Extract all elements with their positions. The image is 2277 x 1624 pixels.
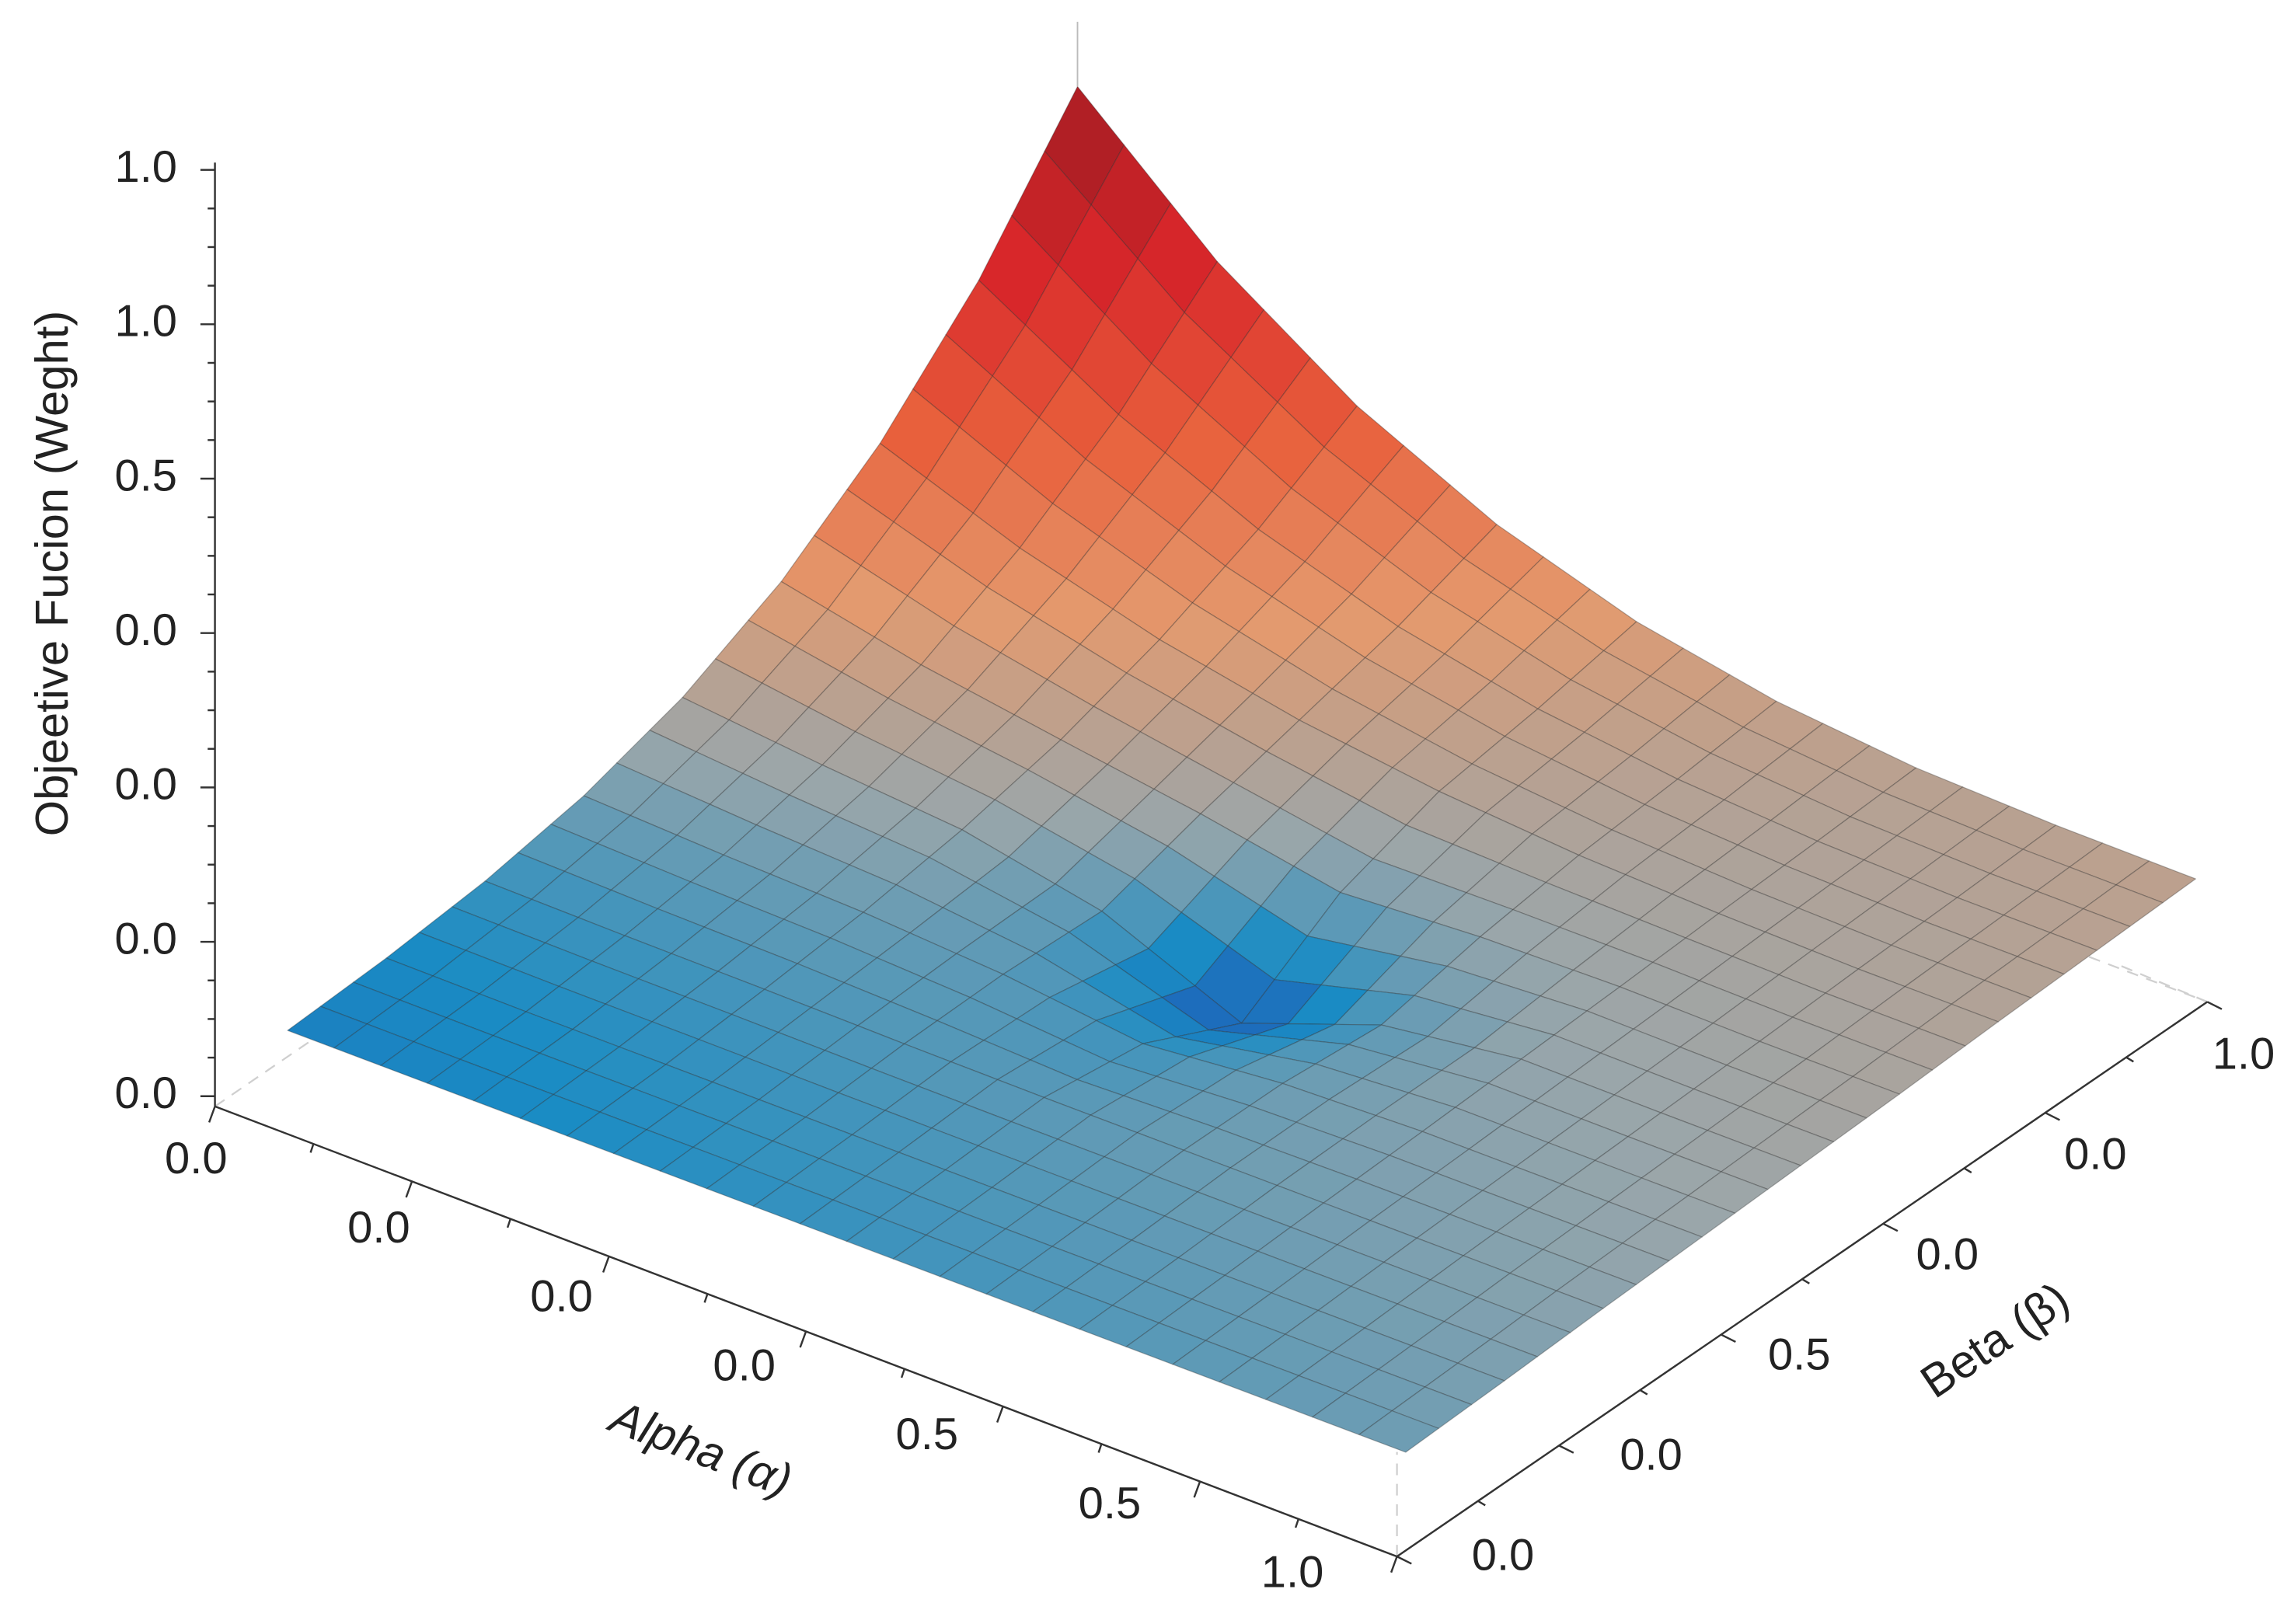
x-tick-label: 0.5	[1079, 1479, 1142, 1528]
z-tick-label: 1.0	[115, 142, 178, 192]
x-tick-label: 0.5	[896, 1410, 959, 1459]
z-tick-label: 0.0	[115, 605, 178, 655]
x-minor-tick	[506, 1218, 511, 1228]
x-tick	[405, 1180, 413, 1198]
surface	[287, 85, 2196, 1453]
y-tick	[1397, 1556, 1412, 1565]
y-minor-tick	[2125, 1056, 2134, 1063]
x-minor-tick	[1097, 1443, 1103, 1453]
z-tick-label: 0.0	[115, 760, 178, 810]
x-tick-label: 0.0	[713, 1340, 776, 1390]
x-tick-label: 0.0	[165, 1134, 228, 1183]
y-tick	[1882, 1222, 1899, 1232]
y-tick-label: 0.0	[2064, 1130, 2127, 1180]
x-minor-tick	[1294, 1518, 1300, 1528]
y-tick	[1558, 1445, 1574, 1454]
surface-patch	[1358, 1410, 1439, 1453]
x-tick	[602, 1256, 610, 1273]
z-axis-title: Objeetive Fucion (Weght)	[26, 311, 78, 837]
x-minor-tick	[703, 1293, 709, 1303]
z-tick-label: 0.0	[115, 914, 178, 964]
axes: 0.0 0.0 0.0 0.0 0.5 1.0 1.0 0.0 0.0 0.0 0.0 0.5 0.5 1…	[115, 22, 2275, 1598]
x-axis-title: Alpha (α)	[602, 1389, 799, 1507]
x-tick	[996, 1406, 1004, 1423]
x-tick	[1390, 1556, 1398, 1573]
y-tick	[2206, 1001, 2223, 1010]
x-tick	[207, 1106, 216, 1123]
x-tick	[799, 1331, 807, 1348]
x-tick-label: 0.0	[347, 1203, 410, 1253]
y-tick-label: 0.0	[1472, 1530, 1535, 1580]
y-tick-label: 0.0	[1916, 1229, 1979, 1279]
y-tick-label: 0.0	[1620, 1430, 1682, 1479]
y-axis-title: Beta (β)	[1911, 1272, 2078, 1408]
x-minor-tick	[309, 1143, 315, 1153]
z-tick-label: 1.0	[115, 297, 178, 347]
x-minor-tick	[900, 1368, 906, 1378]
y-tick	[2045, 1111, 2060, 1121]
y-tick	[1721, 1333, 1736, 1343]
z-tick-label: 0.5	[115, 451, 178, 500]
y-tick-label: 1.0	[2212, 1030, 2275, 1079]
y-minor-tick	[1801, 1278, 1810, 1284]
y-minor-tick	[1477, 1500, 1486, 1507]
surface-patch	[2115, 860, 2196, 904]
x-tick-label: 1.0	[1261, 1548, 1324, 1598]
x-tick-label: 0.0	[530, 1272, 593, 1322]
y-tick-label: 0.5	[1768, 1330, 1830, 1379]
x-tick	[1193, 1481, 1201, 1498]
z-tick-label: 0.0	[115, 1068, 178, 1118]
y-minor-tick	[1963, 1167, 1972, 1174]
floor-edge	[2119, 964, 2208, 1003]
y-minor-tick	[1639, 1389, 1648, 1396]
